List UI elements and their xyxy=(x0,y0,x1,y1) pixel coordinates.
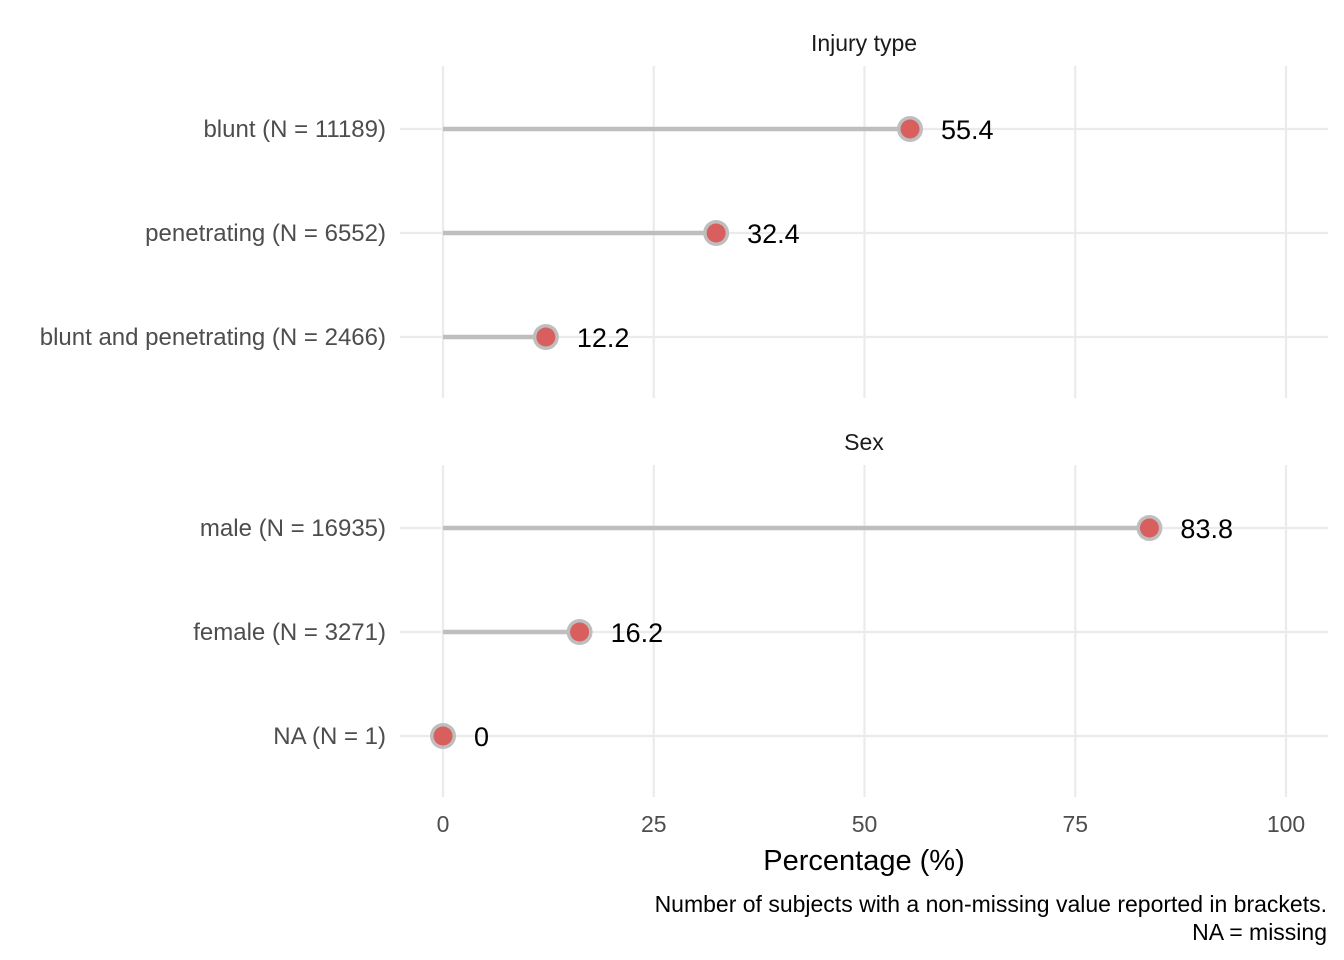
category-label: penetrating (N = 6552) xyxy=(145,220,386,247)
x-tick-label: 50 xyxy=(852,811,878,837)
data-label: 12.2 xyxy=(577,323,630,353)
data-label: 83.8 xyxy=(1180,514,1233,544)
lollipop-point xyxy=(900,119,920,139)
lollipop-point xyxy=(433,726,453,746)
x-tick-label: 75 xyxy=(1062,811,1088,837)
category-label: blunt (N = 11189) xyxy=(203,116,386,143)
panel-title: Sex xyxy=(844,429,884,455)
data-label: 55.4 xyxy=(941,115,994,145)
category-label: female (N = 3271) xyxy=(193,619,386,646)
lollipop-point xyxy=(1139,518,1159,538)
data-label: 16.2 xyxy=(611,618,664,648)
data-label: 32.4 xyxy=(747,219,800,249)
x-tick-label: 100 xyxy=(1267,811,1305,837)
lollipop-point xyxy=(536,327,556,347)
x-tick-label: 0 xyxy=(437,811,450,837)
category-label: blunt and penetrating (N = 2466) xyxy=(40,324,386,351)
x-tick-label: 25 xyxy=(641,811,667,837)
data-label: 0 xyxy=(474,722,489,752)
category-label: male (N = 16935) xyxy=(200,515,386,542)
lollipop-point xyxy=(706,223,726,243)
category-label: NA (N = 1) xyxy=(273,723,386,750)
x-axis-title: Percentage (%) xyxy=(763,845,965,877)
caption-line: Number of subjects with a non-missing va… xyxy=(655,891,1327,917)
lollipop-point xyxy=(570,622,590,642)
caption-line: NA = missing xyxy=(1192,919,1327,945)
panel-title: Injury type xyxy=(811,30,917,56)
